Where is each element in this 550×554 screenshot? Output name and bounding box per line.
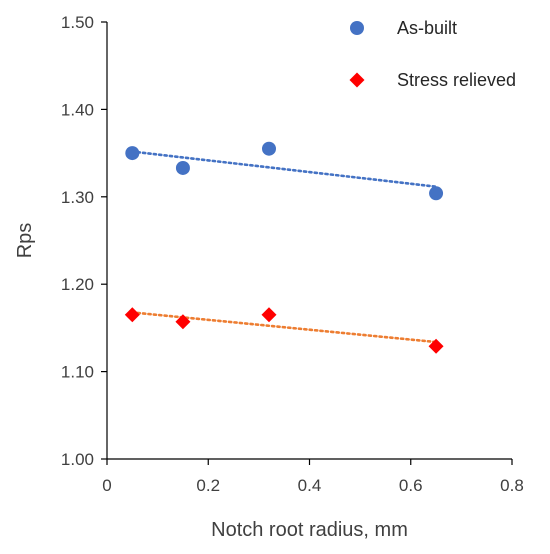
points — [124, 141, 444, 354]
legend-label-stress-relieved: Stress relieved — [397, 70, 516, 90]
x-tick-label: 0.4 — [298, 476, 322, 495]
trendline-stress-relieved — [131, 311, 438, 344]
x-tick-label: 0.6 — [399, 476, 423, 495]
x-tick-label: 0 — [102, 476, 111, 495]
ticks: 0 0.2 0.4 0.6 0.8 1.00 1.10 1.20 1.30 1.40 1.50 — [61, 13, 524, 495]
y-tick-label: 1.50 — [61, 13, 94, 32]
y-tick-label: 1.20 — [61, 275, 94, 294]
as-built-point — [125, 146, 140, 161]
legend: As-built Stress relieved — [349, 18, 516, 90]
x-axis-title: Notch root radius, mm — [211, 519, 408, 541]
x-tick-label: 0.8 — [500, 476, 524, 495]
y-tick-label: 1.40 — [61, 100, 94, 119]
legend-label-as-built: As-built — [397, 18, 457, 38]
trendlines — [131, 150, 438, 344]
stress-relieved-point — [428, 338, 444, 354]
as-built-point — [262, 141, 276, 156]
stress-relieved-point — [261, 307, 277, 323]
stress-relieved-point — [175, 314, 191, 330]
as-built-point — [429, 186, 444, 201]
trendline-as-built — [131, 150, 438, 188]
y-tick-label: 1.10 — [61, 363, 94, 382]
stress-relieved-point — [124, 307, 140, 323]
y-tick-label: 1.00 — [61, 450, 94, 469]
y-axis-title: Rps — [14, 223, 36, 259]
as-built-point — [175, 160, 190, 175]
legend-marker-as-built — [350, 21, 364, 35]
y-tick-label: 1.30 — [61, 188, 94, 207]
legend-marker-stress-relieved — [349, 72, 365, 88]
x-tick-label: 0.2 — [196, 476, 220, 495]
